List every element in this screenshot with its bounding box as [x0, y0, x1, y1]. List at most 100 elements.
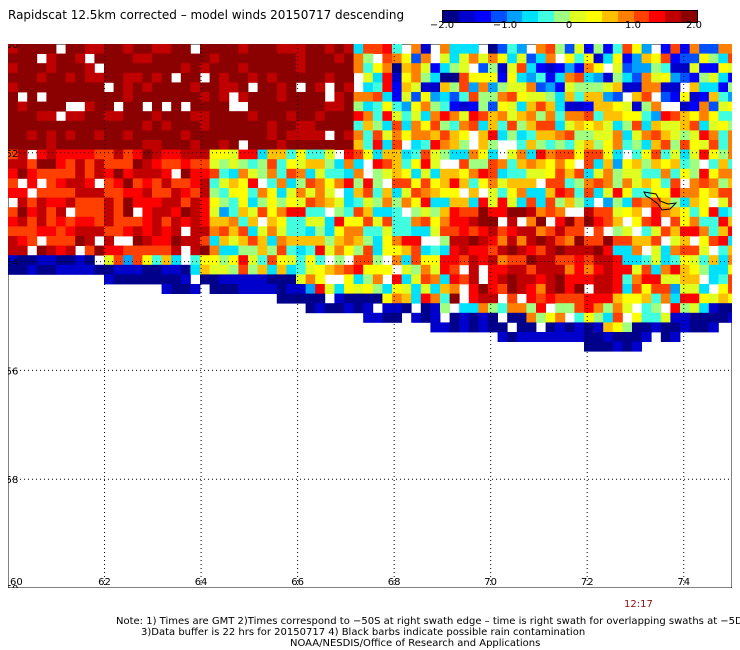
swath-cell: [440, 168, 450, 179]
swath-cell: [516, 111, 527, 122]
swath-cell: [411, 120, 422, 131]
swath-cell: [680, 274, 690, 285]
swath-cell: [228, 63, 239, 74]
swath-cell: [420, 72, 431, 83]
swath-cell: [161, 216, 172, 227]
swath-cell: [699, 140, 710, 150]
swath-cell: [488, 149, 498, 160]
swath-cell: [296, 226, 306, 237]
swath-cell: [593, 44, 604, 54]
swath-cell: [363, 111, 374, 122]
swath-cell: [75, 149, 86, 160]
swath-cell: [459, 207, 470, 218]
swath-cell: [382, 226, 393, 237]
swath-cell: [296, 130, 306, 141]
swath-cell: [699, 53, 710, 64]
swath-cell: [123, 120, 134, 131]
swath-cell: [401, 197, 412, 208]
swath-cell: [228, 274, 239, 285]
swath-cell: [315, 178, 326, 189]
swath-cell: [411, 207, 422, 218]
swath-cell: [56, 197, 66, 208]
swath-cell: [622, 188, 633, 198]
swath-cell: [190, 101, 201, 112]
swath-cell: [75, 111, 86, 122]
swath-cell: [209, 236, 220, 246]
swath-cell: [468, 82, 479, 93]
swath-cell: [632, 312, 642, 323]
swath-cell: [238, 284, 249, 294]
swath-cell: [728, 197, 732, 208]
swath-cell: [200, 226, 210, 237]
swath-cell: [305, 197, 316, 208]
swath-cell: [228, 236, 239, 246]
swath-cell: [171, 255, 182, 266]
swath-cell: [75, 72, 86, 83]
swath-cell: [324, 303, 335, 314]
swath-cell: [718, 82, 729, 93]
swath-cell: [660, 312, 671, 323]
swath-cell: [603, 216, 614, 227]
swath-cell: [209, 111, 220, 122]
swath-cell: [545, 207, 556, 218]
swath-cell: [334, 120, 345, 131]
swath-cell: [622, 207, 633, 218]
swath-cell: [478, 149, 489, 160]
swath-cell: [411, 82, 422, 93]
swath-cell: [708, 82, 719, 93]
swath-cell: [507, 216, 518, 227]
swath-cell: [564, 82, 575, 93]
swath-cell: [94, 264, 105, 275]
swath-cell: [603, 53, 614, 64]
swath-cell: [75, 53, 86, 64]
swath-cell: [84, 63, 95, 74]
swath-cell: [238, 82, 249, 93]
swath-cell: [286, 159, 297, 170]
swath-cell: [728, 188, 732, 198]
swath-cell: [440, 197, 450, 208]
swath-cell: [84, 101, 95, 112]
swath-cell: [142, 92, 153, 102]
swath-cell: [728, 303, 732, 314]
swath-cell: [670, 293, 681, 304]
swath-cell: [36, 159, 47, 170]
swath-cell: [305, 120, 316, 131]
swath-cell: [75, 140, 86, 150]
swath-cell: [670, 140, 681, 150]
swath-cell: [555, 207, 566, 218]
swath-cell: [276, 140, 287, 150]
swath-cell: [123, 197, 134, 208]
swath-cell: [276, 197, 287, 208]
swath-cell: [257, 72, 268, 83]
swath-cell: [190, 207, 201, 218]
swath-cell: [603, 245, 614, 256]
swath-cell: [65, 120, 76, 131]
swath-cell: [632, 120, 642, 131]
swath-cell: [555, 159, 566, 170]
swath-cell: [459, 236, 470, 246]
swath-cell: [36, 44, 47, 54]
swath-cell: [142, 120, 153, 131]
swath-cell: [75, 264, 86, 275]
swath-cell: [440, 101, 450, 112]
swath-cell: [84, 216, 95, 227]
swath-cell: [526, 130, 537, 141]
swath-cell: [680, 312, 690, 323]
swath-cell: [555, 63, 566, 74]
swath-cell: [65, 130, 76, 141]
swath-cell: [641, 312, 652, 323]
swath-cell: [612, 312, 623, 323]
swath-cell: [526, 149, 537, 160]
swath-cell: [8, 168, 18, 179]
swath-cell: [468, 101, 479, 112]
swath-cell: [641, 226, 652, 237]
swath-cell: [382, 312, 393, 323]
swath-cell: [689, 92, 700, 102]
swath-cell: [344, 120, 354, 131]
swath-cell: [449, 82, 460, 93]
swath-cell: [200, 264, 210, 275]
swath-cell: [238, 63, 249, 74]
swath-cell: [17, 63, 28, 74]
swath-cell: [401, 293, 412, 304]
swath-cell: [401, 255, 412, 266]
